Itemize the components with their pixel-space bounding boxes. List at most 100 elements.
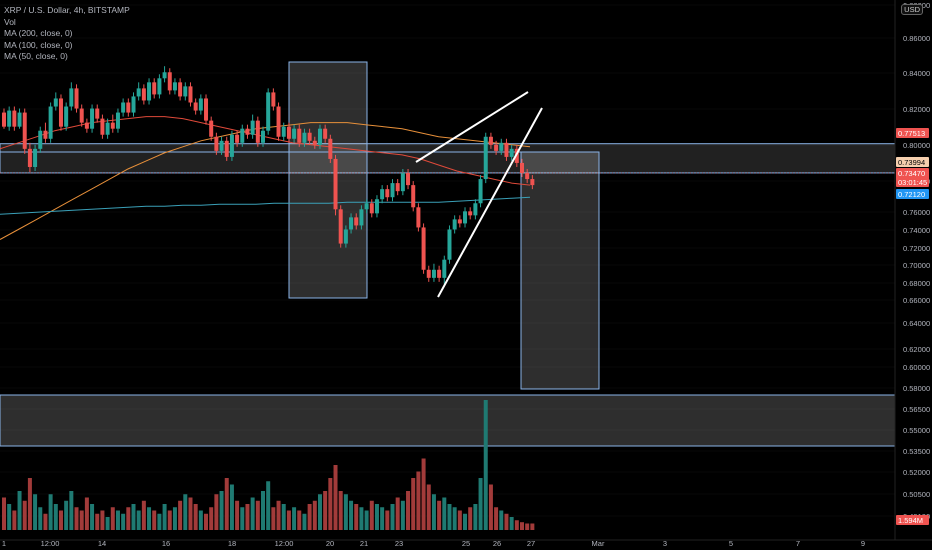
y-tick-label: 0.74000 xyxy=(903,226,930,235)
volume-bar xyxy=(385,511,389,531)
candle-body xyxy=(142,88,146,100)
candle-body xyxy=(126,102,130,112)
volume-bar xyxy=(59,511,63,531)
volume-bar xyxy=(12,511,16,531)
volume-bar xyxy=(515,520,519,530)
candle-body xyxy=(385,189,389,197)
volume-bar xyxy=(406,491,410,530)
legend-volume[interactable]: Vol xyxy=(4,17,130,29)
candle-body xyxy=(59,98,63,126)
candle-body xyxy=(194,102,198,110)
x-tick-label: 27 xyxy=(527,539,535,548)
candle-body xyxy=(302,133,306,143)
ma-orange-badge-text: 0.73994 xyxy=(898,158,925,167)
candle-body xyxy=(453,219,457,229)
candle-body xyxy=(38,131,42,149)
candle-body xyxy=(349,217,353,229)
volume-bar xyxy=(80,511,84,531)
candle-body xyxy=(308,133,312,141)
candle-body xyxy=(204,98,208,120)
volume-bar xyxy=(380,507,384,530)
candle-body xyxy=(240,129,244,143)
volume-bar xyxy=(245,504,249,530)
volume-bar xyxy=(49,494,53,530)
volume-bar xyxy=(204,514,208,530)
candle-body xyxy=(75,88,79,108)
volume-bar xyxy=(256,501,260,530)
volume-bar xyxy=(510,517,514,530)
volume-bar xyxy=(328,478,332,530)
volume-bar xyxy=(85,498,89,531)
volume-bar xyxy=(339,491,343,530)
candle-body xyxy=(245,129,249,135)
candle-body xyxy=(168,72,172,90)
volume-bar xyxy=(90,504,94,530)
y-tick-label: 0.76000 xyxy=(903,208,930,217)
volume-bar xyxy=(100,511,104,531)
volume-bar xyxy=(287,511,291,531)
volume-bar xyxy=(225,478,229,530)
y-tick-label: 0.72000 xyxy=(903,244,930,253)
candle-body xyxy=(43,131,47,139)
y-tick-label: 0.58000 xyxy=(903,384,930,393)
candle-body xyxy=(137,88,141,96)
currency-badge[interactable]: USD xyxy=(901,4,923,15)
volume-bar xyxy=(209,507,213,530)
legend-ma50[interactable]: MA (50, close, 0) xyxy=(4,51,130,63)
candle-body xyxy=(494,145,498,151)
volume-bar xyxy=(365,511,369,531)
candle-body xyxy=(427,270,431,278)
volume-bar xyxy=(261,491,265,530)
candle-body xyxy=(416,207,420,227)
y-tick-label: 0.86000 xyxy=(903,34,930,43)
volume-bar xyxy=(188,498,192,531)
volume-bar xyxy=(230,485,234,531)
volume-bar xyxy=(391,504,395,530)
volume-bar xyxy=(292,507,296,530)
legend-title[interactable]: XRP / U.S. Dollar, 4h, BITSTAMP xyxy=(4,5,130,17)
y-tick-label: 0.62000 xyxy=(903,345,930,354)
candle-body xyxy=(33,149,37,167)
volume-bar xyxy=(178,501,182,530)
volume-bar xyxy=(214,494,218,530)
volume-bar xyxy=(64,501,68,530)
candle-body xyxy=(525,173,529,179)
candle-body xyxy=(510,149,514,157)
volume-bar xyxy=(432,494,436,530)
volume-bar xyxy=(168,511,172,531)
legend-ma100[interactable]: MA (100, close, 0) xyxy=(4,40,130,52)
volume-bar xyxy=(297,511,301,531)
candle-body xyxy=(468,211,472,215)
candle-body xyxy=(489,137,493,145)
ma-teal-badge: 0.72120 xyxy=(896,189,929,199)
candle-body xyxy=(354,217,358,225)
candle-body xyxy=(188,86,192,102)
volume-bar xyxy=(349,501,353,530)
last-price-badge-text: 0.73470 xyxy=(898,169,925,178)
legend-ma200[interactable]: MA (200, close, 0) xyxy=(4,28,130,40)
candle-body xyxy=(116,113,120,129)
candle-body xyxy=(178,82,182,96)
x-tick-label: 18 xyxy=(228,539,236,548)
volume-bar xyxy=(18,491,22,530)
candle-body xyxy=(504,143,508,157)
candle-body xyxy=(23,113,27,149)
candle-body xyxy=(328,139,332,159)
volume-bar xyxy=(28,478,32,530)
y-tick-label: 0.80000 xyxy=(903,141,930,150)
candle-body xyxy=(442,260,446,278)
volume-bar xyxy=(302,514,306,530)
volume-bar xyxy=(468,507,472,530)
volume-bar xyxy=(484,400,488,530)
y-tick-label: 0.50500 xyxy=(903,490,930,499)
x-tick-label: 3 xyxy=(663,539,667,548)
candle-body xyxy=(230,135,234,157)
candle-body xyxy=(318,129,322,145)
candle-body xyxy=(100,119,104,135)
y-tick-label: 0.68000 xyxy=(903,279,930,288)
volume-bar xyxy=(235,501,239,530)
x-tick-label: Mar xyxy=(592,539,605,548)
volume-bar xyxy=(126,507,130,530)
volume-bar xyxy=(494,507,498,530)
